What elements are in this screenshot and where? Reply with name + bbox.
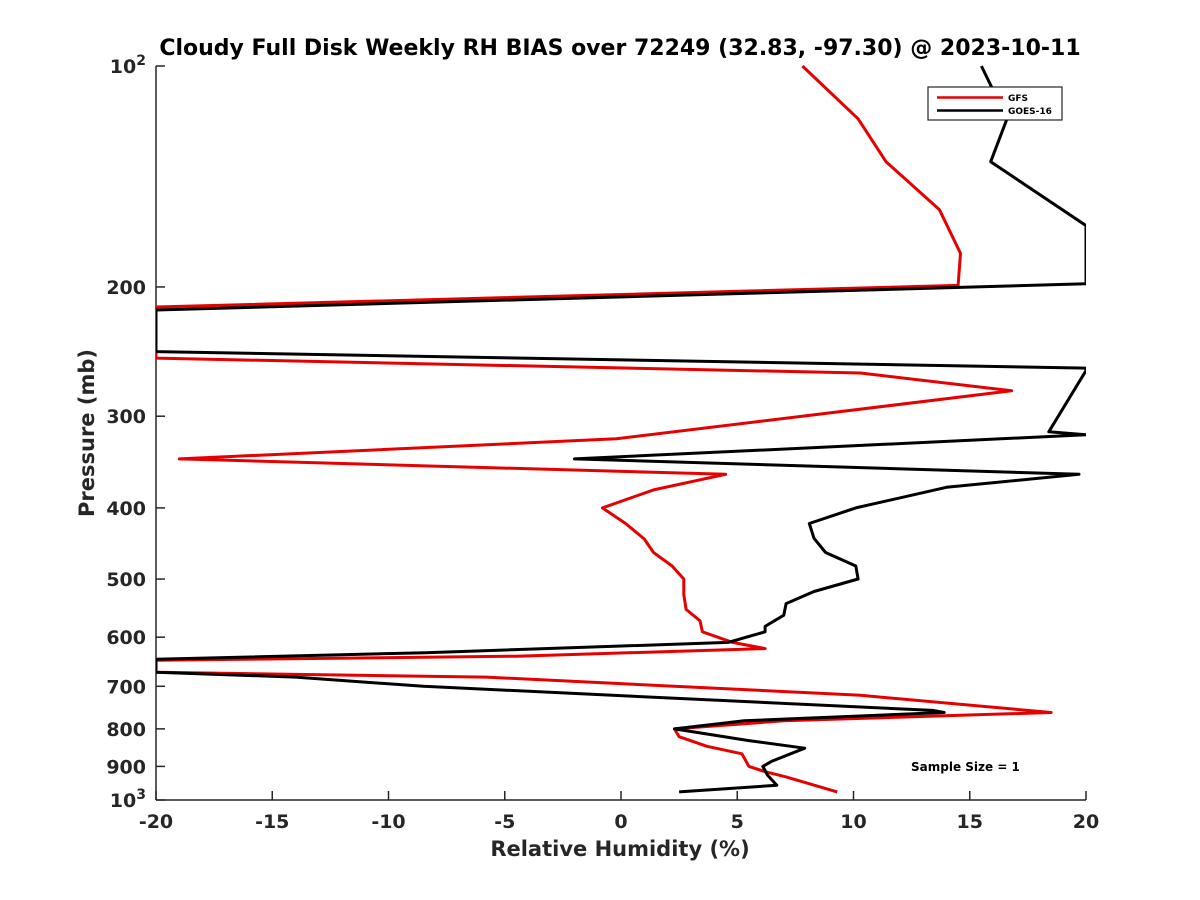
x-tick-label: 5	[731, 811, 744, 833]
legend-box	[927, 86, 1063, 121]
y-tick-label: 102	[110, 53, 146, 78]
x-tick-label: -10	[371, 811, 405, 833]
y-tick-label: 600	[106, 627, 146, 649]
y-axis-ticks: 102 200 300 400 500 600 700 800 900 103	[106, 53, 165, 812]
plot-axes	[155, 66, 1086, 801]
y-tick-label: 300	[106, 406, 146, 428]
series-line-gfs	[156, 64, 1053, 794]
x-axis-ticks: -20 -15 -10 -5 0 5 10 15 20	[139, 791, 1099, 833]
x-tick-label: -15	[255, 811, 289, 833]
legend-label-gfs: GFS	[1008, 94, 1028, 104]
y-tick-label: 700	[106, 676, 146, 698]
x-tick-label: -20	[139, 811, 173, 833]
y-axis-title: Pressure (mb)	[75, 349, 99, 517]
y-tick-label: 200	[106, 277, 146, 299]
x-tick-label: 15	[957, 811, 983, 833]
legend: GFS GOES-16	[927, 86, 1063, 121]
chart-title: Cloudy Full Disk Weekly RH BIAS over 722…	[159, 36, 1080, 61]
x-tick-label: -5	[494, 811, 515, 833]
x-tick-label: 10	[840, 811, 866, 833]
sample-size-annotation: Sample Size = 1	[911, 760, 1020, 774]
y-tick-label: 400	[106, 498, 146, 520]
y-tick-label: 800	[106, 719, 146, 741]
series-line-goes-16	[156, 65, 1086, 794]
y-tick-label: 103	[110, 787, 146, 812]
x-axis-title: Relative Humidity (%)	[490, 837, 749, 861]
x-tick-label: 20	[1073, 811, 1099, 833]
y-tick-label: 900	[106, 756, 146, 778]
x-tick-label: 0	[614, 811, 627, 833]
y-tick-label: 500	[106, 569, 146, 591]
legend-label-goes-16: GOES-16	[1008, 107, 1052, 117]
plot-series	[156, 64, 1086, 794]
